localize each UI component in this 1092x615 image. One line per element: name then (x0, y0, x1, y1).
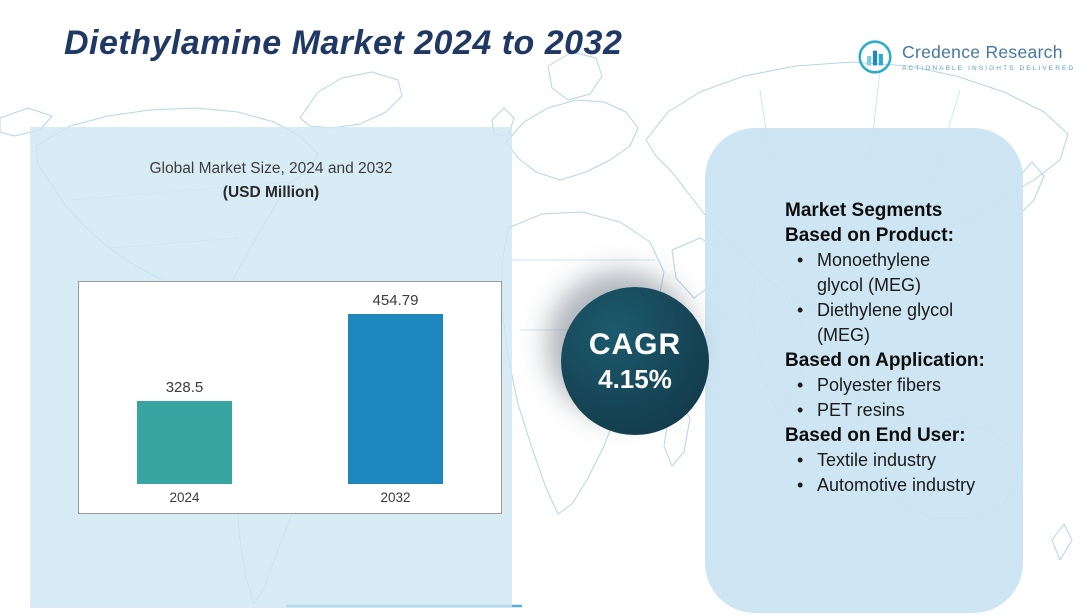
bar-group: 454.79 2032 (290, 282, 501, 513)
bar-category-label: 2024 (169, 490, 200, 505)
logo-name: Credence Research (902, 42, 1063, 62)
market-segments-panel: Market Segments Based on Product: • Mono… (705, 128, 1023, 613)
bullet-icon: • (797, 450, 804, 470)
segment-item-label: PET resins (817, 400, 905, 420)
page-title: Diethylamine Market 2024 to 2032 (64, 24, 623, 62)
bar-value-label: 454.79 (372, 292, 419, 309)
bar-2032 (348, 314, 443, 484)
chart-subtitle: (USD Million) (222, 184, 320, 202)
logo-tagline: Actionable Insights Delivered (902, 65, 1076, 72)
segment-group-heading-application: Based on Application: (785, 350, 985, 371)
list-item: • Diethylene glycol (MEG) (797, 298, 1007, 348)
segment-item-label: Monoethylene glycol (MEG) (817, 250, 931, 295)
cagr-label: CAGR (588, 327, 682, 361)
bullet-icon: • (797, 475, 804, 495)
bullet-icon: • (797, 400, 804, 420)
bar-chart: 328.5 2024 454.79 2032 (78, 281, 502, 514)
cagr-value: 4.15% (598, 363, 672, 394)
segment-group-heading-enduser: Based on End User: (785, 425, 966, 446)
bullet-icon: • (797, 250, 804, 270)
logo-bar-chart-icon (858, 40, 892, 74)
segment-item-label: Diethylene glycol (MEG) (817, 300, 954, 345)
cagr-badge: CAGR 4.15% (561, 287, 709, 435)
list-item: • PET resins (797, 398, 1007, 423)
list-item: • Automotive industry (797, 473, 1007, 498)
list-item: • Textile industry (797, 448, 1007, 473)
market-size-panel: Global Market Size, 2024 and 2032 (USD M… (30, 127, 512, 608)
segment-group-heading-product: Based on Product: (785, 225, 954, 246)
segment-item-label: Textile industry (817, 450, 937, 470)
chart-title: Global Market Size, 2024 and 2032 (149, 160, 393, 177)
bullet-icon: • (797, 375, 804, 395)
list-item: • Polyester fibers (797, 373, 1007, 398)
bar-value-label: 328.5 (165, 379, 204, 396)
segments-heading: Market Segments (785, 200, 943, 221)
list-item: • Monoethylene glycol (MEG) (797, 248, 1007, 298)
segment-item-label: Polyester fibers (817, 375, 942, 395)
bullet-icon: • (797, 300, 804, 320)
bar-2024 (137, 401, 232, 484)
bar-category-label: 2032 (380, 490, 411, 505)
segment-item-label: Automotive industry (817, 475, 976, 495)
bar-group: 328.5 2024 (79, 282, 290, 513)
credence-research-logo: Credence Research Actionable Insights De… (856, 38, 1075, 76)
